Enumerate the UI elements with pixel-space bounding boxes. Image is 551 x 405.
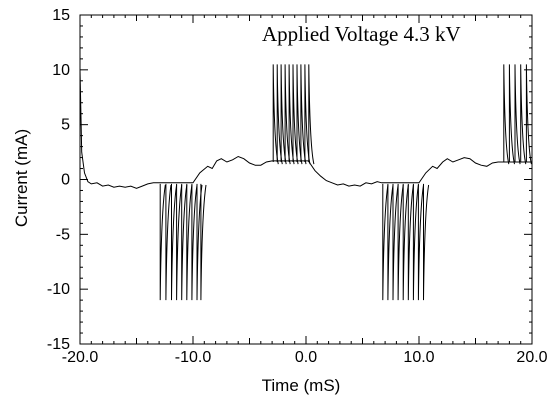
x-tick-label: 0.0 [295, 349, 317, 366]
negative-pulse [397, 183, 404, 301]
plot-frame [79, 14, 533, 345]
negative-pulse [186, 183, 193, 301]
negative-pulse [387, 183, 394, 301]
negative-pulse [165, 183, 172, 301]
x-tick-label: 10.0 [403, 349, 434, 366]
series-baseline-line [79, 69, 532, 189]
negative-pulse [412, 183, 419, 301]
negative-pulse [382, 183, 389, 301]
y-axis-title: Current (mA) [12, 129, 31, 227]
negative-pulse [191, 183, 198, 301]
negative-pulse [392, 183, 399, 301]
plot-area: -20.0 -10.0 0.0 10.0 20.0 -15 -10 -5 0 5 10 15 [47, 7, 548, 366]
negative-pulse [423, 183, 430, 301]
positive-pulse [308, 64, 315, 165]
negative-pulse [176, 183, 183, 301]
y-tick-label: 5 [61, 117, 70, 134]
y-tick-label: 10 [52, 62, 70, 79]
positive-pulse [514, 64, 521, 165]
x-tick-label: -10.0 [175, 349, 212, 366]
y-tick-label: 0 [61, 172, 70, 189]
y-tick-label: -10 [47, 281, 70, 298]
negative-pulse [417, 183, 424, 301]
x-tick-label: -20.0 [62, 349, 99, 366]
negative-pulse [171, 183, 178, 301]
negative-pulse [200, 183, 207, 301]
annotation-label: Applied Voltage 4.3 kV [262, 22, 461, 46]
positive-pulse [525, 64, 532, 165]
negative-pulse [181, 183, 188, 301]
negative-pulse [407, 183, 414, 301]
y-tick-label: -15 [47, 336, 70, 353]
positive-pulse [503, 64, 510, 165]
x-axis-title: Time (mS) [262, 376, 341, 395]
y-tick-label: 15 [52, 7, 70, 24]
negative-pulse [402, 183, 409, 301]
negative-pulse [159, 183, 166, 301]
positive-pulse [520, 64, 527, 165]
y-tick-label: -5 [56, 226, 70, 243]
positive-pulse [508, 64, 515, 165]
x-tick-label: 20.0 [516, 349, 547, 366]
